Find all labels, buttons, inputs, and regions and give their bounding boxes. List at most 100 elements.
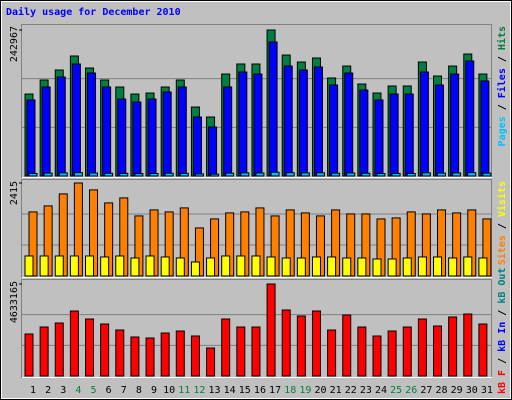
- bar: [285, 172, 295, 177]
- bar: [463, 256, 473, 277]
- bar: [132, 101, 142, 177]
- legend-entry: Hits: [496, 26, 508, 50]
- legend-separator: /: [497, 98, 508, 116]
- x-tick-label: 12: [193, 385, 205, 396]
- legend-entry: Visits: [496, 181, 508, 217]
- x-tick-label: 10: [163, 385, 175, 396]
- bar: [43, 172, 53, 177]
- bar: [130, 336, 140, 377]
- bar: [24, 333, 34, 377]
- bar: [85, 318, 95, 377]
- bar: [327, 329, 337, 377]
- bar: [270, 171, 280, 177]
- bar: [296, 257, 306, 277]
- bar: [342, 314, 352, 377]
- bar: [134, 173, 144, 177]
- bar: [268, 41, 278, 177]
- bar: [448, 316, 458, 377]
- legend-separator: /: [497, 352, 508, 370]
- bar: [417, 256, 427, 277]
- bar: [115, 255, 125, 277]
- bar: [24, 255, 34, 277]
- bar: [69, 255, 79, 277]
- bar: [149, 172, 159, 177]
- bar: [374, 99, 384, 177]
- legend-entry: Pages: [497, 116, 508, 146]
- bar: [281, 257, 291, 277]
- x-tick-label: 31: [481, 385, 493, 396]
- bar: [406, 172, 416, 177]
- bar: [73, 172, 83, 177]
- bar: [104, 172, 114, 177]
- bar: [300, 172, 310, 177]
- bar: [387, 258, 397, 277]
- bar: [130, 257, 140, 277]
- legend-entry: Files: [496, 68, 508, 98]
- bar: [175, 257, 185, 277]
- x-tick-label: 17: [269, 385, 281, 396]
- bar: [85, 255, 95, 277]
- bar: [223, 86, 233, 177]
- bar: [160, 256, 170, 277]
- bar: [89, 172, 99, 177]
- bar: [372, 335, 382, 377]
- bar: [255, 172, 265, 177]
- bar: [361, 172, 371, 177]
- x-tick-label: 25: [390, 385, 402, 396]
- bar: [346, 172, 356, 177]
- bar: [253, 73, 263, 177]
- bar: [315, 172, 325, 177]
- x-tick-label: 23: [360, 385, 372, 396]
- bar: [480, 80, 490, 177]
- x-tick-label: 24: [375, 385, 387, 396]
- bar: [421, 172, 431, 177]
- bar: [236, 326, 246, 377]
- y-tick-label: 2415: [9, 181, 20, 205]
- bar: [162, 91, 172, 177]
- bar: [478, 323, 488, 377]
- bar: [266, 283, 276, 377]
- y-tick-label: 242967: [9, 26, 20, 62]
- x-tick-label: 1: [30, 385, 36, 396]
- bar: [206, 257, 216, 277]
- bar: [311, 256, 321, 277]
- bar: [208, 126, 218, 177]
- legend: Sites / Visits: [496, 181, 508, 265]
- bar: [175, 330, 185, 377]
- bar: [313, 66, 323, 177]
- bar: [145, 255, 155, 277]
- bar: [71, 63, 81, 177]
- bar: [433, 256, 443, 277]
- x-tick-label: 18: [284, 385, 296, 396]
- bar: [376, 173, 386, 177]
- bar: [147, 98, 157, 177]
- bar: [115, 329, 125, 377]
- bar: [87, 72, 97, 177]
- bar: [164, 172, 174, 177]
- bar: [387, 330, 397, 377]
- bar: [467, 172, 477, 177]
- bar: [327, 256, 337, 277]
- bar: [419, 71, 429, 177]
- x-tick-label: 8: [136, 385, 142, 396]
- x-tick-label: 28: [435, 385, 447, 396]
- x-tick-label: 9: [151, 385, 157, 396]
- bar: [58, 172, 68, 177]
- bar: [359, 89, 369, 177]
- bar: [402, 326, 412, 377]
- bar: [357, 257, 367, 277]
- bar: [372, 258, 382, 277]
- bar: [26, 99, 36, 177]
- bar: [251, 255, 261, 277]
- bar: [266, 256, 276, 277]
- x-tick-label: 30: [466, 385, 478, 396]
- chart-title: Daily usage for December 2010: [6, 6, 181, 18]
- bar: [179, 172, 189, 177]
- bar: [69, 310, 79, 377]
- x-tick-label: 2: [45, 385, 51, 396]
- bar: [221, 318, 231, 377]
- x-tick-label: 5: [91, 385, 97, 396]
- bar: [102, 86, 112, 177]
- bar: [206, 347, 216, 377]
